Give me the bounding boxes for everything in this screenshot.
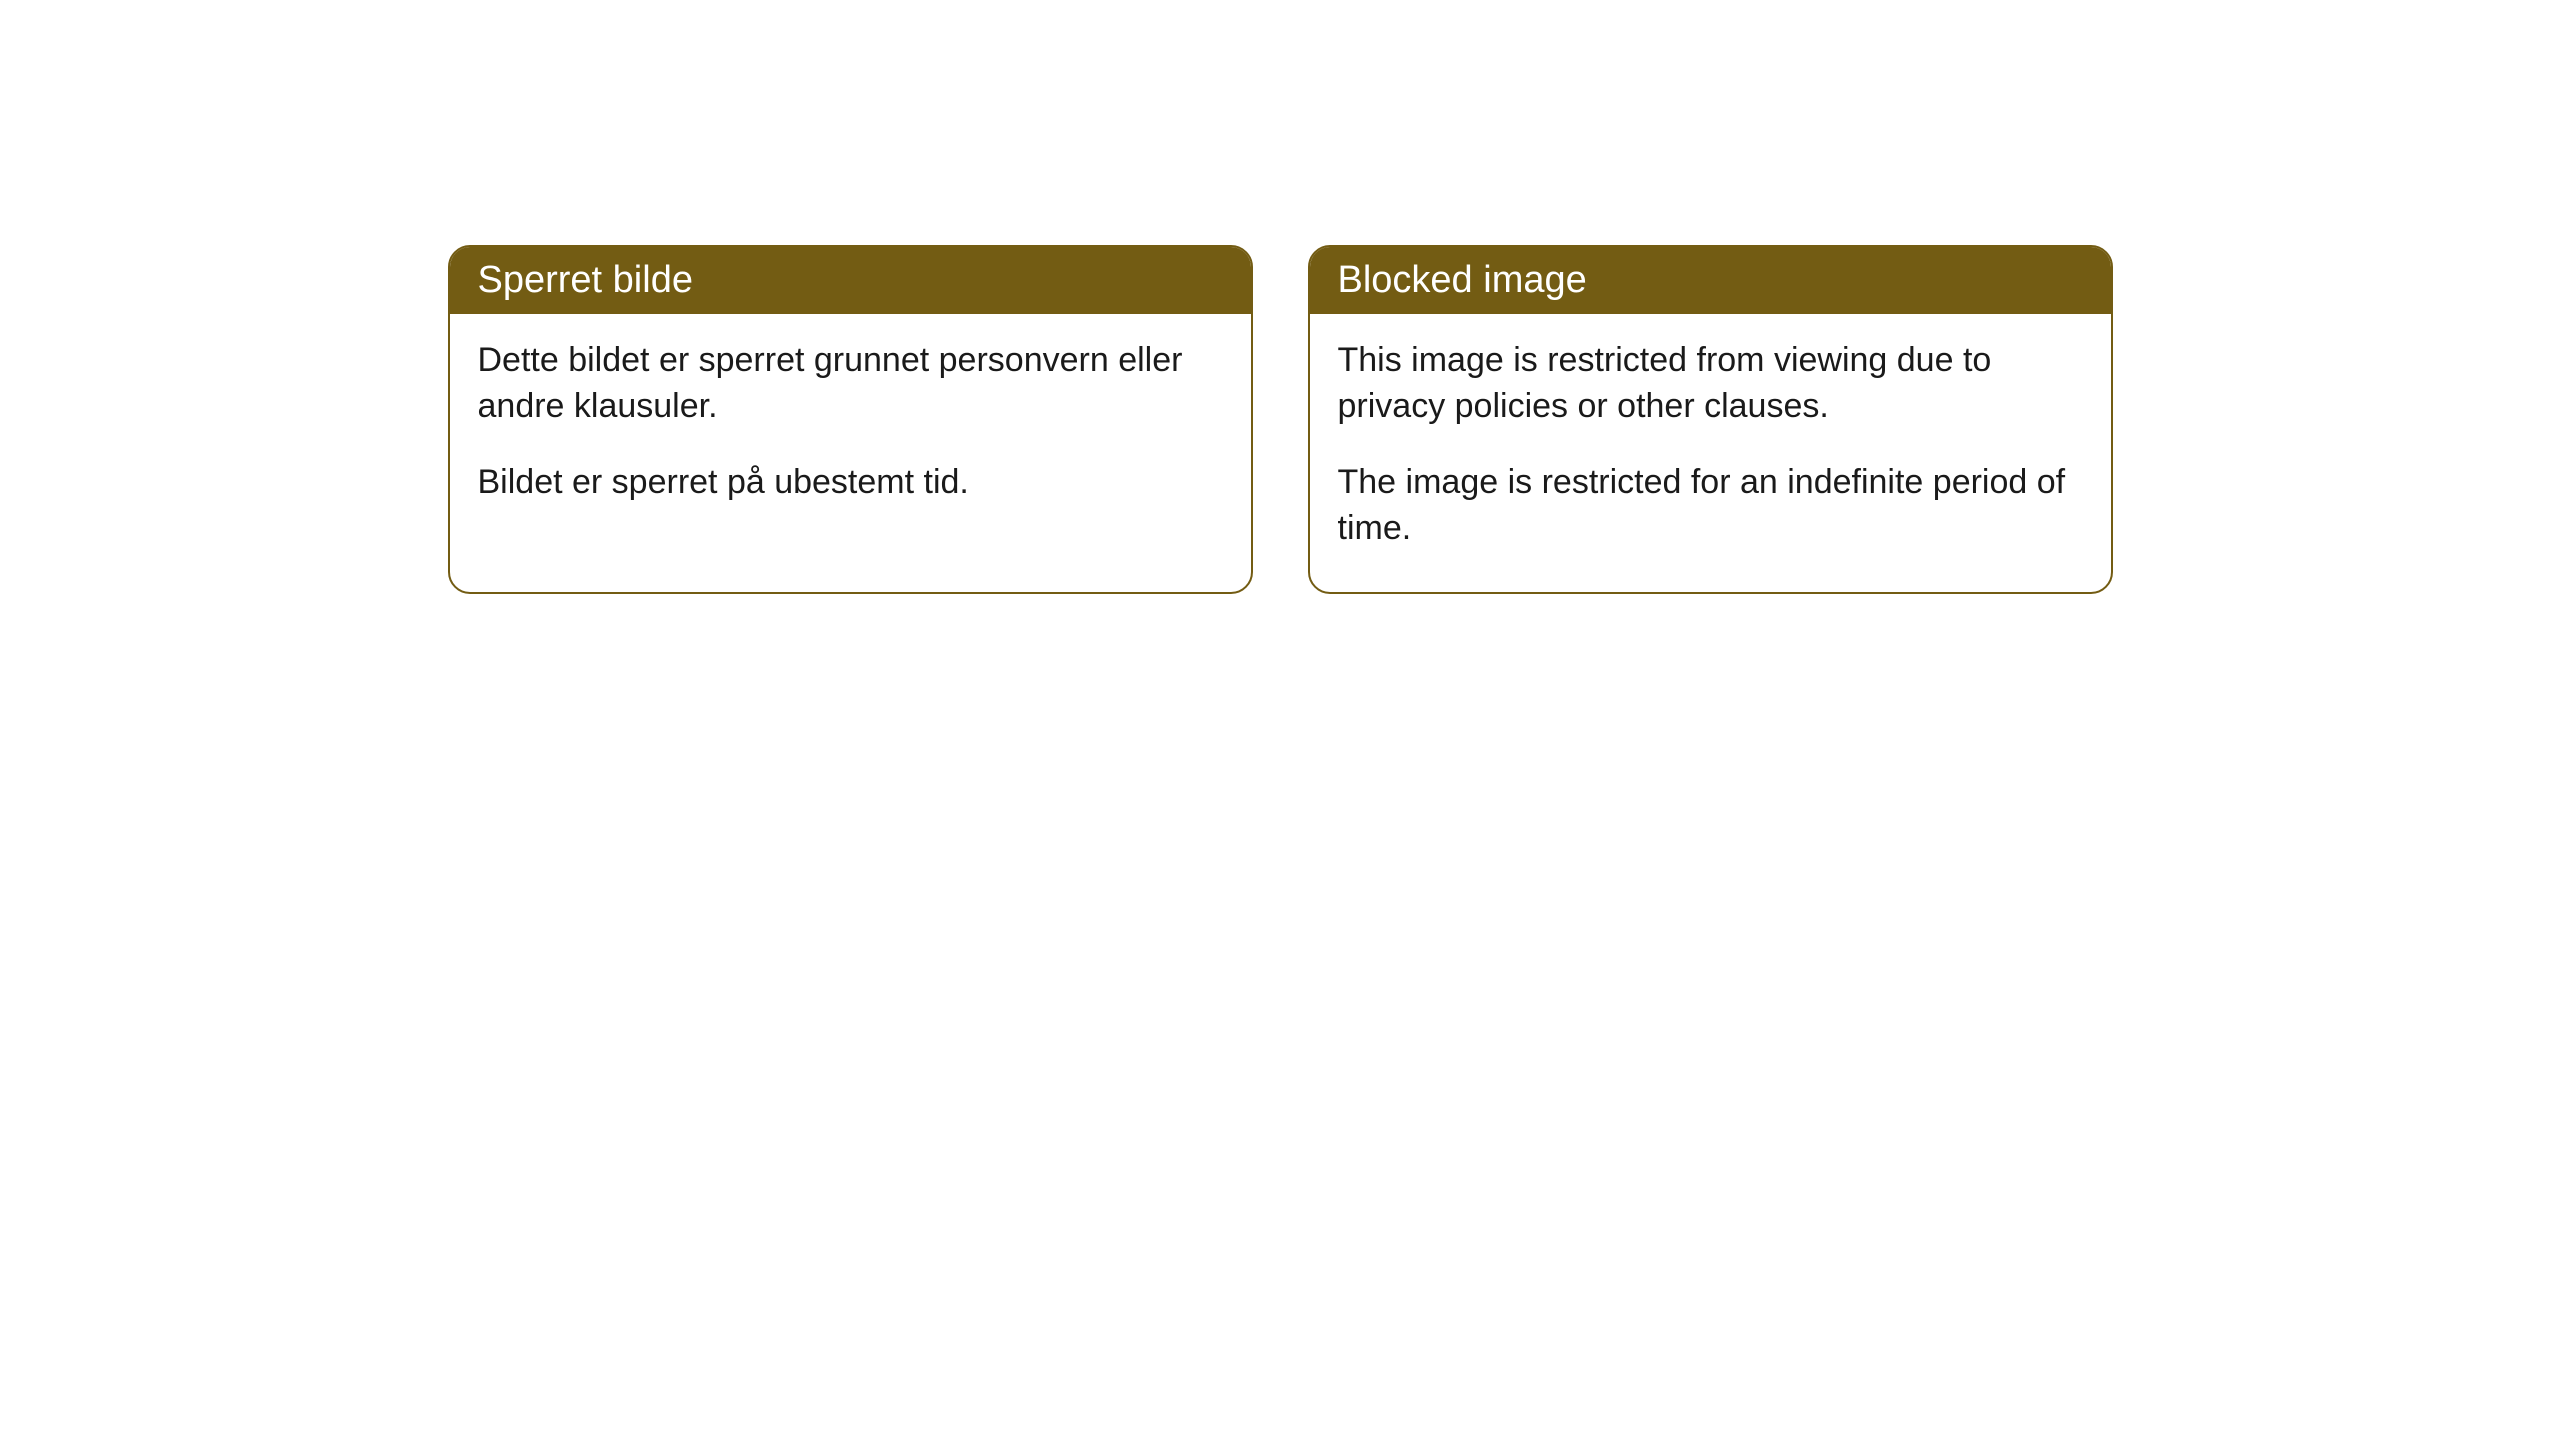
card-body: This image is restricted from viewing du…	[1310, 314, 2111, 592]
card-body: Dette bildet er sperret grunnet personve…	[450, 314, 1251, 546]
notice-cards-container: Sperret bilde Dette bildet er sperret gr…	[448, 245, 2113, 594]
notice-card-norwegian: Sperret bilde Dette bildet er sperret gr…	[448, 245, 1253, 594]
card-paragraph: This image is restricted from viewing du…	[1338, 338, 2083, 430]
card-title: Blocked image	[1310, 247, 2111, 314]
card-title: Sperret bilde	[450, 247, 1251, 314]
card-paragraph: The image is restricted for an indefinit…	[1338, 460, 2083, 552]
card-paragraph: Bildet er sperret på ubestemt tid.	[478, 460, 1223, 506]
card-paragraph: Dette bildet er sperret grunnet personve…	[478, 338, 1223, 430]
notice-card-english: Blocked image This image is restricted f…	[1308, 245, 2113, 594]
